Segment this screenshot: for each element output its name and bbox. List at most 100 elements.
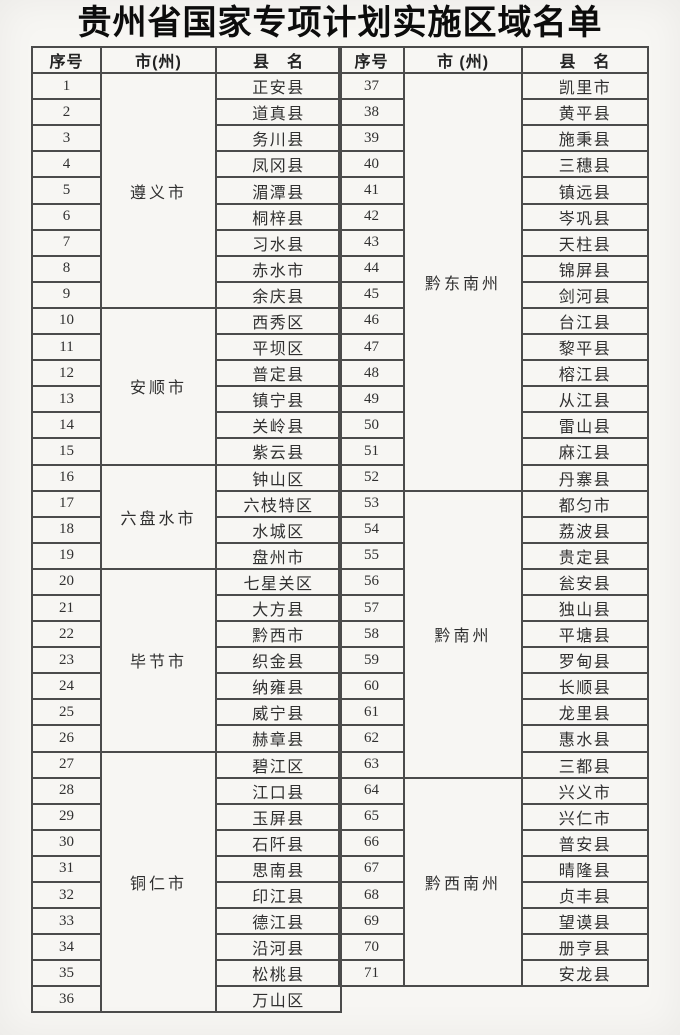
county-name-cell: 碧江区: [215, 750, 342, 779]
serial-number-cell: 12: [31, 359, 102, 388]
table-row: 35 松桃县: [31, 959, 342, 988]
table-row: 36 万山区: [31, 985, 342, 1014]
county-name-cell: 西秀区: [215, 306, 342, 336]
table-row: 7 习水县: [31, 228, 342, 257]
table-row: 56 瓮安县: [338, 567, 649, 596]
table-row: 68 贞丰县: [338, 880, 649, 910]
table-row: 14 关岭县: [31, 411, 342, 440]
county-name-cell: 沿河县: [215, 933, 342, 962]
serial-number-cell: 27: [31, 750, 102, 779]
county-name-cell: 思南县: [215, 854, 342, 884]
serial-number-cell: 9: [31, 280, 102, 309]
table-row: 24 纳雍县: [31, 672, 342, 701]
table-row: 1 遵义市 正安县: [31, 72, 342, 309]
county-name-cell: 镇远县: [521, 176, 649, 205]
serial-number-cell: 54: [338, 515, 405, 544]
serial-number-cell: 11: [31, 333, 102, 362]
serial-number-cell: 36: [31, 985, 102, 1014]
city-prefecture-cell: 安顺市: [100, 306, 217, 466]
table-row: 4 凤冈县: [31, 150, 342, 179]
serial-number-cell: 41: [338, 176, 405, 205]
county-name-cell: 三都县: [521, 750, 649, 779]
serial-number-cell: 18: [31, 515, 102, 544]
table-row: 17 六枝特区: [31, 489, 342, 518]
county-name-cell: 独山县: [521, 593, 649, 623]
county-name-cell: 荔波县: [521, 515, 649, 544]
serial-number-cell: 48: [338, 359, 405, 388]
header-county-name: 县 名: [215, 45, 342, 75]
serial-number-cell: 70: [338, 933, 405, 962]
table-row: 8 赤水市: [31, 254, 342, 283]
county-name-cell: 雷山县: [521, 411, 649, 440]
city-prefecture-cell: 黔东南州: [403, 72, 523, 492]
serial-number-cell: 13: [31, 385, 102, 414]
table-row: 48 榕江县: [338, 359, 649, 388]
table-row: 39 施秉县: [338, 124, 649, 153]
table-row: 41 镇远县: [338, 176, 649, 205]
region-table-right-half: 序号 市 (州) 县 名 37 黔东南州 凯里市 38 黄平县 39 施秉县 40 三穗县 41 镇…: [338, 45, 649, 988]
county-name-cell: 织金县: [215, 646, 342, 675]
city-prefecture-cell: 六盘水市: [100, 463, 217, 570]
serial-number-cell: 14: [31, 411, 102, 440]
county-name-cell: 威宁县: [215, 698, 342, 727]
serial-number-cell: 60: [338, 672, 405, 701]
serial-number-cell: 61: [338, 698, 405, 727]
table-row: 27 铜仁市 碧江区: [31, 750, 342, 1014]
county-name-cell: 玉屏县: [215, 802, 342, 831]
serial-number-cell: 21: [31, 593, 102, 623]
table-row: 69 望谟县: [338, 907, 649, 936]
header-city-prefecture: 市 (州): [403, 45, 523, 75]
table-row: 18 水城区: [31, 515, 342, 544]
serial-number-cell: 34: [31, 933, 102, 962]
table-row: 12 普定县: [31, 359, 342, 388]
header-serial-number: 序号: [31, 45, 102, 75]
county-name-cell: 剑河县: [521, 280, 649, 309]
county-name-cell: 习水县: [215, 228, 342, 257]
serial-number-cell: 2: [31, 98, 102, 127]
header-city-prefecture: 市(州): [100, 45, 217, 75]
county-name-cell: 紫云县: [215, 437, 342, 466]
serial-number-cell: 56: [338, 567, 405, 596]
serial-number-cell: 66: [338, 828, 405, 857]
county-name-cell: 都匀市: [521, 489, 649, 518]
serial-number-cell: 30: [31, 828, 102, 857]
county-name-cell: 罗甸县: [521, 646, 649, 675]
table-row: 19 盘州市: [31, 541, 342, 570]
serial-number-cell: 43: [338, 228, 405, 257]
table-header-row: 序号 市 (州) 县 名: [338, 45, 649, 75]
table-header-row: 序号 市(州) 县 名: [31, 45, 342, 75]
serial-number-cell: 49: [338, 385, 405, 414]
table-row: 70 册亨县: [338, 933, 649, 962]
county-name-cell: 从江县: [521, 385, 649, 414]
county-name-cell: 德江县: [215, 907, 342, 936]
table-row: 46 台江县: [338, 306, 649, 336]
table-row: 58 平塘县: [338, 620, 649, 649]
table-row: 3 务川县: [31, 124, 342, 153]
county-name-cell: 印江县: [215, 880, 342, 910]
county-name-cell: 务川县: [215, 124, 342, 153]
county-name-cell: 平坝区: [215, 333, 342, 362]
serial-number-cell: 35: [31, 959, 102, 988]
county-name-cell: 钟山区: [215, 463, 342, 492]
serial-number-cell: 53: [338, 489, 405, 518]
serial-number-cell: 22: [31, 620, 102, 649]
county-name-cell: 长顺县: [521, 672, 649, 701]
serial-number-cell: 8: [31, 254, 102, 283]
county-name-cell: 晴隆县: [521, 854, 649, 884]
serial-number-cell: 7: [31, 228, 102, 257]
table-row: 23 织金县: [31, 646, 342, 675]
serial-number-cell: 3: [31, 124, 102, 153]
table-row: 21 大方县: [31, 593, 342, 623]
county-name-cell: 松桃县: [215, 959, 342, 988]
county-name-cell: 余庆县: [215, 280, 342, 309]
table-row: 31 思南县: [31, 854, 342, 884]
county-name-cell: 施秉县: [521, 124, 649, 153]
serial-number-cell: 57: [338, 593, 405, 623]
county-name-cell: 麻江县: [521, 437, 649, 466]
serial-number-cell: 69: [338, 907, 405, 936]
table-row: 42 岑巩县: [338, 202, 649, 231]
county-name-cell: 大方县: [215, 593, 342, 623]
serial-number-cell: 1: [31, 72, 102, 101]
county-name-cell: 平塘县: [521, 620, 649, 649]
